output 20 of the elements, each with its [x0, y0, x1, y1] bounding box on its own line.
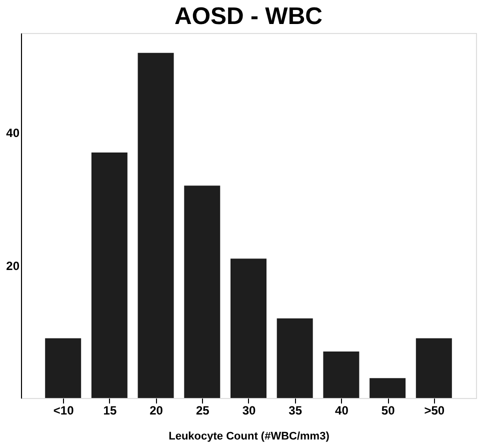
bar	[230, 258, 266, 398]
x-tick-label: 50	[381, 404, 396, 418]
x-tick-label: 20	[150, 404, 164, 418]
x-tick-label: 15	[103, 404, 117, 418]
bar	[323, 352, 360, 398]
x-axis-title: Leukocyte Count (#WBC/mm3)	[168, 430, 330, 442]
chart-title: AOSD - WBC	[174, 3, 322, 30]
bar	[276, 318, 313, 398]
x-tick-label: 40	[335, 404, 349, 418]
x-tick-label: 35	[288, 404, 302, 418]
bar	[416, 338, 452, 398]
bar	[184, 186, 220, 398]
x-tick-label: <10	[53, 404, 74, 418]
bar	[138, 52, 174, 398]
bar	[91, 152, 128, 398]
bar	[370, 378, 406, 398]
x-tick-label: >50	[424, 404, 445, 418]
x-tick-label: 25	[196, 404, 210, 418]
x-tick-label: 30	[242, 404, 256, 418]
bar	[45, 338, 82, 398]
